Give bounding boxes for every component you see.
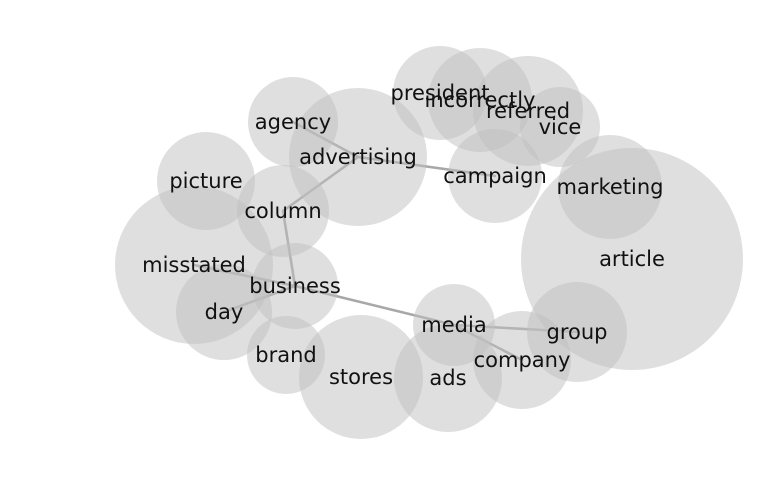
node-label-president: president <box>391 81 490 105</box>
node-ads <box>394 324 502 432</box>
node-label-vice: vice <box>539 115 582 139</box>
node-stores <box>299 315 423 439</box>
node-label-campaign: campaign <box>443 164 547 188</box>
node-label-marketing: marketing <box>557 175 664 199</box>
node-label-picture: picture <box>169 169 242 193</box>
node-label-misstated: misstated <box>142 253 246 277</box>
node-label-referred: referred <box>486 99 570 123</box>
nodes-layer <box>115 46 743 439</box>
node-label-article: article <box>599 247 665 271</box>
node-label-day: day <box>205 300 244 324</box>
node-label-brand: brand <box>255 343 316 367</box>
node-label-agency: agency <box>255 110 331 134</box>
node-label-stores: stores <box>329 365 393 389</box>
node-day <box>176 264 272 360</box>
node-business <box>252 243 338 329</box>
node-label-group: group <box>547 320 608 344</box>
node-label-company: company <box>474 348 571 372</box>
node-label-incorrectly: incorrectly <box>425 88 536 112</box>
node-label-column: column <box>244 199 321 223</box>
node-label-advertising: advertising <box>299 145 417 169</box>
node-label-business: business <box>249 274 341 298</box>
node-label-ads: ads <box>429 366 466 390</box>
node-campaign <box>448 129 542 223</box>
node-label-media: media <box>421 313 486 337</box>
